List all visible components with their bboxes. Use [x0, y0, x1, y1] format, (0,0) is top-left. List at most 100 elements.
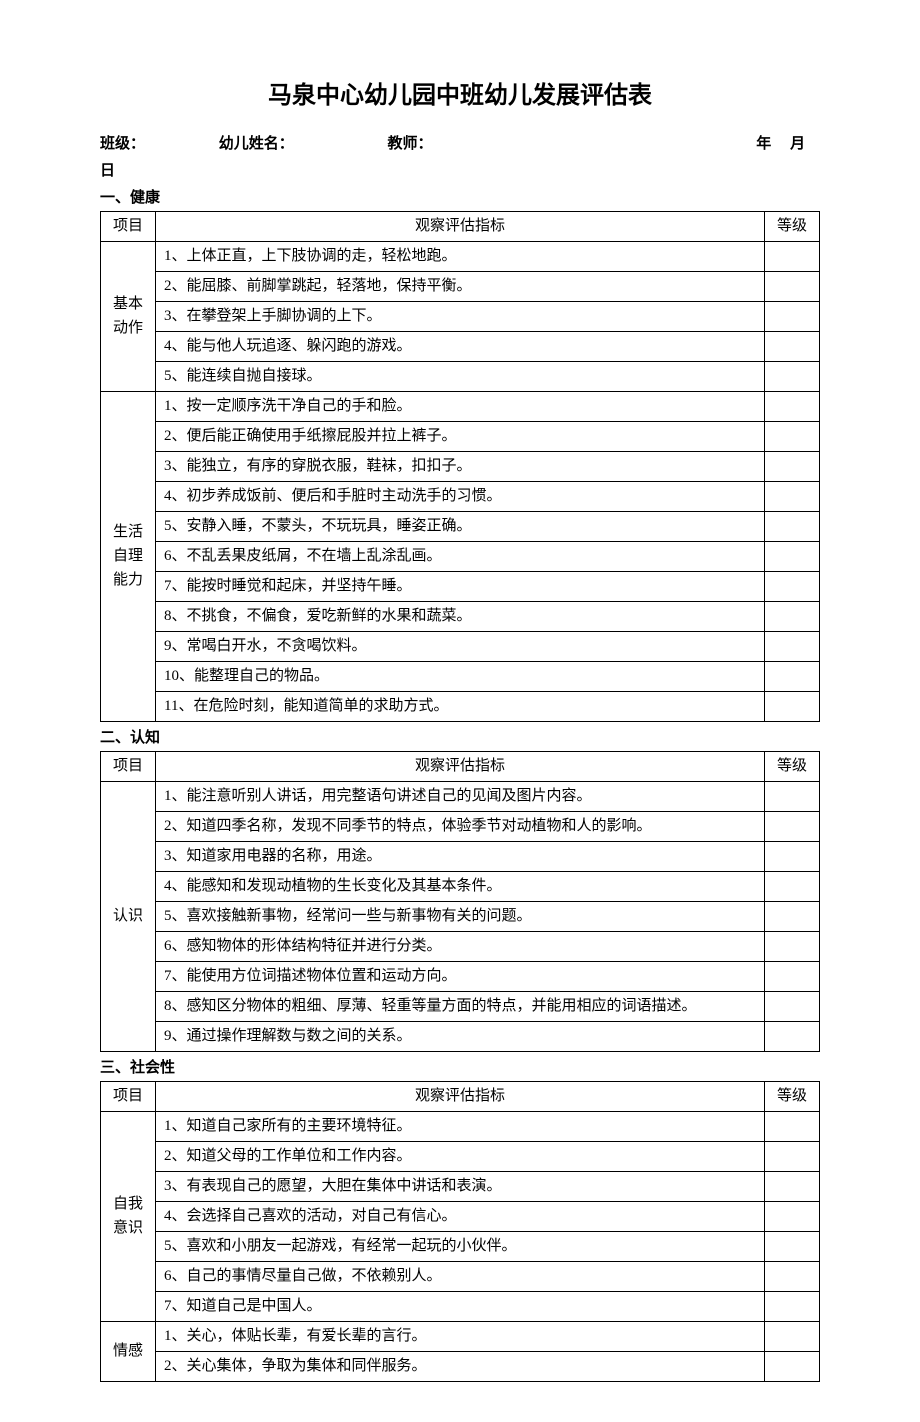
- table-row: 6、感知物体的形体结构特征并进行分类。: [101, 931, 820, 961]
- grade-cell[interactable]: [765, 1321, 820, 1351]
- table-row: 9、通过操作理解数与数之间的关系。: [101, 1021, 820, 1051]
- grade-cell[interactable]: [765, 421, 820, 451]
- year-label: 年: [756, 136, 771, 152]
- table-row: 3、有表现自己的愿望，大胆在集体中讲话和表演。: [101, 1171, 820, 1201]
- table-header-row: 项目观察评估指标等级: [101, 211, 820, 241]
- grade-cell[interactable]: [765, 961, 820, 991]
- grade-cell[interactable]: [765, 601, 820, 631]
- table-row: 7、能使用方位词描述物体位置和运动方向。: [101, 961, 820, 991]
- section-title: 一、健康: [100, 188, 820, 209]
- grade-cell[interactable]: [765, 301, 820, 331]
- table-row: 9、常喝白开水，不贪喝饮料。: [101, 631, 820, 661]
- assessment-table: 项目观察评估指标等级认识1、能注意听别人讲话，用完整语句讲述自己的见闻及图片内容…: [100, 751, 820, 1052]
- category-cell: 基本动作: [101, 241, 156, 391]
- table-row: 5、安静入睡，不蒙头，不玩玩具，睡姿正确。: [101, 511, 820, 541]
- grade-cell[interactable]: [765, 931, 820, 961]
- grade-cell[interactable]: [765, 781, 820, 811]
- info-line-2: 日: [100, 161, 820, 182]
- table-row: 3、在攀登架上手脚协调的上下。: [101, 301, 820, 331]
- page-title: 马泉中心幼儿园中班幼儿发展评估表: [100, 80, 820, 114]
- indicator-cell: 1、关心，体贴长辈，有爱长辈的言行。: [156, 1321, 765, 1351]
- category-cell: 自我意识: [101, 1111, 156, 1321]
- header-indicator: 观察评估指标: [156, 211, 765, 241]
- header-category: 项目: [101, 1081, 156, 1111]
- grade-cell[interactable]: [765, 841, 820, 871]
- header-grade: 等级: [765, 1081, 820, 1111]
- table-row: 自我意识1、知道自己家所有的主要环境特征。: [101, 1111, 820, 1141]
- grade-cell[interactable]: [765, 391, 820, 421]
- table-row: 基本动作1、上体正直，上下肢协调的走，轻松地跑。: [101, 241, 820, 271]
- indicator-cell: 3、能独立，有序的穿脱衣服，鞋袜，扣扣子。: [156, 451, 765, 481]
- indicator-cell: 8、不挑食，不偏食，爱吃新鲜的水果和蔬菜。: [156, 601, 765, 631]
- grade-cell[interactable]: [765, 1261, 820, 1291]
- table-row: 认识1、能注意听别人讲话，用完整语句讲述自己的见闻及图片内容。: [101, 781, 820, 811]
- indicator-cell: 2、便后能正确使用手纸擦屁股并拉上裤子。: [156, 421, 765, 451]
- grade-cell[interactable]: [765, 691, 820, 721]
- grade-cell[interactable]: [765, 811, 820, 841]
- grade-cell[interactable]: [765, 1351, 820, 1381]
- indicator-cell: 2、能屈膝、前脚掌跳起，轻落地，保持平衡。: [156, 271, 765, 301]
- indicator-cell: 2、关心集体，争取为集体和同伴服务。: [156, 1351, 765, 1381]
- grade-cell[interactable]: [765, 1291, 820, 1321]
- section-title: 三、社会性: [100, 1058, 820, 1079]
- class-label: 班级：: [100, 136, 145, 152]
- indicator-cell: 4、初步养成饭前、便后和手脏时主动洗手的习惯。: [156, 481, 765, 511]
- category-cell: 生活自理能力: [101, 391, 156, 721]
- indicator-cell: 10、能整理自己的物品。: [156, 661, 765, 691]
- day-label: 日: [100, 163, 115, 179]
- indicator-cell: 5、喜欢和小朋友一起游戏，有经常一起玩的小伙伴。: [156, 1231, 765, 1261]
- indicator-cell: 5、喜欢接触新事物，经常问一些与新事物有关的问题。: [156, 901, 765, 931]
- table-row: 2、便后能正确使用手纸擦屁股并拉上裤子。: [101, 421, 820, 451]
- header-indicator: 观察评估指标: [156, 1081, 765, 1111]
- header-grade: 等级: [765, 211, 820, 241]
- grade-cell[interactable]: [765, 331, 820, 361]
- table-row: 4、初步养成饭前、便后和手脏时主动洗手的习惯。: [101, 481, 820, 511]
- grade-cell[interactable]: [765, 1201, 820, 1231]
- grade-cell[interactable]: [765, 511, 820, 541]
- table-row: 5、能连续自抛自接球。: [101, 361, 820, 391]
- info-line: 班级： 幼儿姓名： 教师： 年 月: [100, 134, 820, 155]
- table-row: 2、知道父母的工作单位和工作内容。: [101, 1141, 820, 1171]
- table-row: 6、自己的事情尽量自己做，不依赖别人。: [101, 1261, 820, 1291]
- indicator-cell: 2、知道父母的工作单位和工作内容。: [156, 1141, 765, 1171]
- grade-cell[interactable]: [765, 361, 820, 391]
- indicator-cell: 8、感知区分物体的粗细、厚薄、轻重等量方面的特点，并能用相应的词语描述。: [156, 991, 765, 1021]
- table-row: 4、会选择自己喜欢的活动，对自己有信心。: [101, 1201, 820, 1231]
- grade-cell[interactable]: [765, 1171, 820, 1201]
- table-row: 8、不挑食，不偏食，爱吃新鲜的水果和蔬菜。: [101, 601, 820, 631]
- header-category: 项目: [101, 751, 156, 781]
- table-row: 2、能屈膝、前脚掌跳起，轻落地，保持平衡。: [101, 271, 820, 301]
- grade-cell[interactable]: [765, 1021, 820, 1051]
- grade-cell[interactable]: [765, 571, 820, 601]
- section-title: 二、认知: [100, 728, 820, 749]
- indicator-cell: 6、感知物体的形体结构特征并进行分类。: [156, 931, 765, 961]
- table-row: 7、能按时睡觉和起床，并坚持午睡。: [101, 571, 820, 601]
- grade-cell[interactable]: [765, 991, 820, 1021]
- grade-cell[interactable]: [765, 1231, 820, 1261]
- assessment-table: 项目观察评估指标等级自我意识1、知道自己家所有的主要环境特征。2、知道父母的工作…: [100, 1081, 820, 1382]
- grade-cell[interactable]: [765, 241, 820, 271]
- grade-cell[interactable]: [765, 1141, 820, 1171]
- table-row: 生活自理能力1、按一定顺序洗干净自己的手和脸。: [101, 391, 820, 421]
- table-row: 3、能独立，有序的穿脱衣服，鞋袜，扣扣子。: [101, 451, 820, 481]
- grade-cell[interactable]: [765, 631, 820, 661]
- assessment-table: 项目观察评估指标等级基本动作1、上体正直，上下肢协调的走，轻松地跑。2、能屈膝、…: [100, 211, 820, 722]
- indicator-cell: 11、在危险时刻，能知道简单的求助方式。: [156, 691, 765, 721]
- table-row: 4、能与他人玩追逐、躲闪跑的游戏。: [101, 331, 820, 361]
- grade-cell[interactable]: [765, 451, 820, 481]
- header-indicator: 观察评估指标: [156, 751, 765, 781]
- grade-cell[interactable]: [765, 1111, 820, 1141]
- grade-cell[interactable]: [765, 901, 820, 931]
- grade-cell[interactable]: [765, 871, 820, 901]
- grade-cell[interactable]: [765, 661, 820, 691]
- indicator-cell: 2、知道四季名称，发现不同季节的特点，体验季节对动植物和人的影响。: [156, 811, 765, 841]
- grade-cell[interactable]: [765, 541, 820, 571]
- grade-cell[interactable]: [765, 271, 820, 301]
- table-row: 4、能感知和发现动植物的生长变化及其基本条件。: [101, 871, 820, 901]
- indicator-cell: 9、常喝白开水，不贪喝饮料。: [156, 631, 765, 661]
- table-row: 3、知道家用电器的名称，用途。: [101, 841, 820, 871]
- indicator-cell: 7、能使用方位词描述物体位置和运动方向。: [156, 961, 765, 991]
- table-row: 2、关心集体，争取为集体和同伴服务。: [101, 1351, 820, 1381]
- header-grade: 等级: [765, 751, 820, 781]
- grade-cell[interactable]: [765, 481, 820, 511]
